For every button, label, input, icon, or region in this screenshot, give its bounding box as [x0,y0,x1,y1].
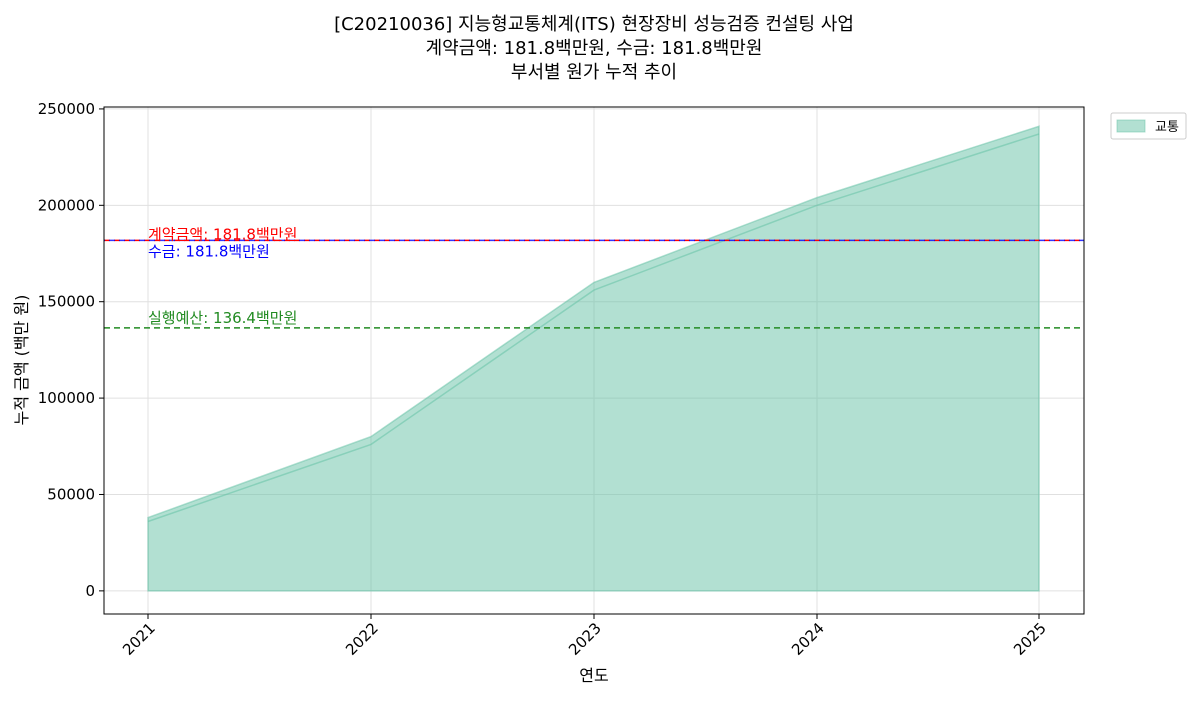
title-line-2: 계약금액: 181.8백만원, 수금: 181.8백만원 [426,38,763,59]
x-tick-label-1: 2022 [342,619,382,659]
legend-label-교통: 교통 [1155,120,1179,135]
title-line-1: [C20210036] 지능형교통체계(ITS) 현장장비 성능검증 컨설팅 사… [334,14,854,35]
x-tick-label-0: 2021 [119,619,159,659]
series-area-교통 [147,125,1040,592]
x-axis-label: 연도 [579,666,608,685]
y-axis-label: 누적 금액 (백만 원) [12,295,31,426]
legend: 교통 [1110,112,1187,140]
y-axis: 0 50000 100000 150000 200000 250000 [38,100,104,600]
legend-swatch-교통 [1116,119,1146,133]
x-tick-label-4: 2025 [1010,619,1050,659]
y-tick-label-2: 100000 [38,389,95,407]
chart-title: [C20210036] 지능형교통체계(ITS) 현장장비 성능검증 컨설팅 사… [334,14,854,83]
reference-label-0: 계약금액: 181.8백만원 [148,225,297,243]
series-inner-line-교통 [147,133,1040,523]
y-tick-label-5: 250000 [38,100,95,118]
y-tick-label-3: 150000 [38,293,95,311]
series-area-group [147,125,1040,592]
title-line-3: 부서별 원가 누적 추이 [511,62,677,83]
reference-label-1: 수금: 181.8백만원 [148,242,270,260]
reference-label-2: 실행예산: 136.4백만원 [148,309,297,327]
x-axis: 2021 2022 2023 2024 2025 [119,614,1050,659]
y-tick-label-4: 200000 [38,196,95,214]
x-tick-label-2: 2023 [565,619,605,659]
y-tick-label-0: 0 [85,582,95,600]
y-tick-label-1: 50000 [47,485,95,503]
x-tick-label-3: 2024 [788,619,828,659]
